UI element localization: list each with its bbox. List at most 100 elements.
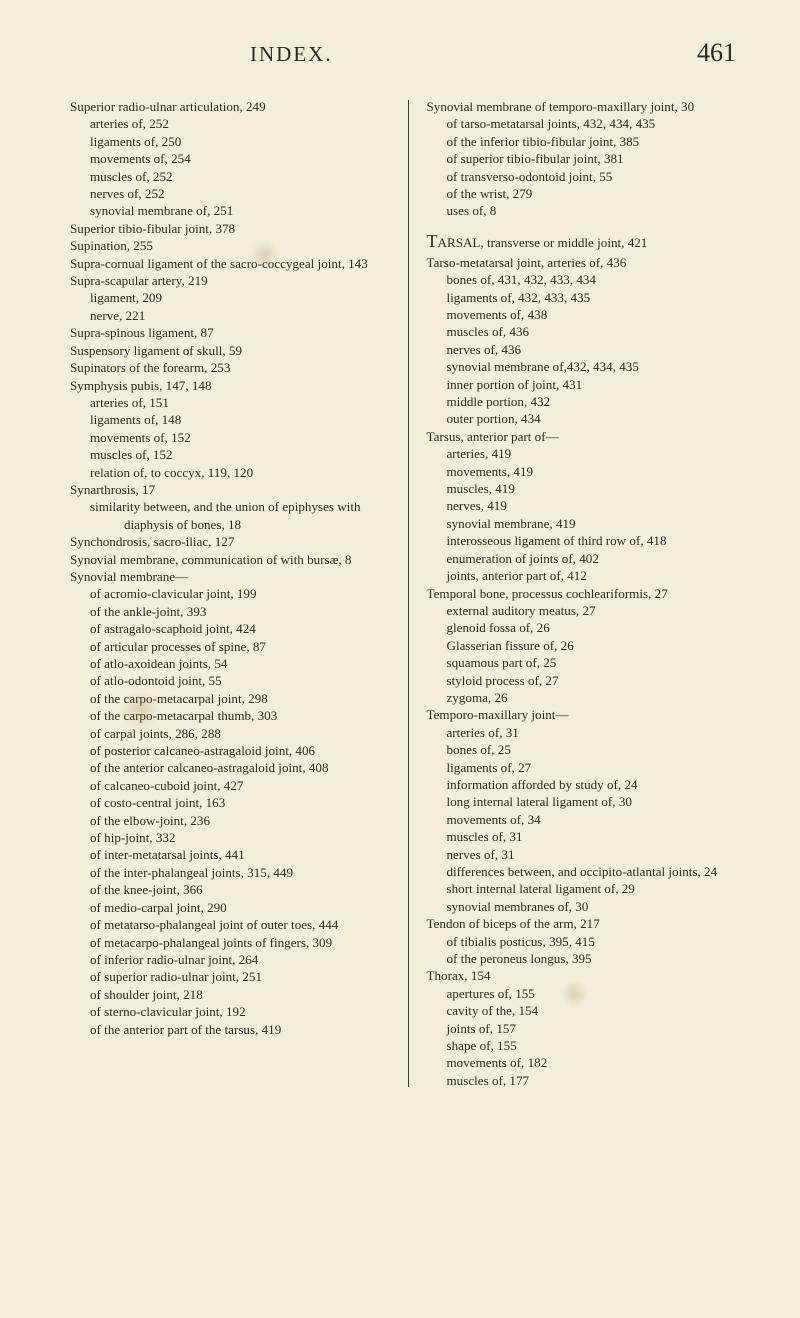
index-subentry: inner portion of joint, 431 [427,376,747,393]
index-entry: Superior tibio-fibular joint, 378 [70,220,390,237]
index-entry: Synovial membrane of temporo-maxillary j… [427,98,747,115]
index-subentry: muscles of, 177 [427,1072,747,1089]
index-subentry: bones of, 25 [427,741,747,758]
index-subentry: outer portion, 434 [427,410,747,427]
spacer [427,220,747,230]
index-subentry: long internal lateral ligament of, 30 [427,793,747,810]
index-subentry: Glasserian fissure of, 26 [427,637,747,654]
index-subentry: synovial membrane of, 251 [70,202,390,219]
index-subentry: of astragalo-scaphoid joint, 424 [70,620,390,637]
index-entry: Synarthrosis, 17 [70,481,390,498]
running-header: INDEX. 461 [70,38,746,68]
index-subentry: of the anterior calcaneo-astragaloid joi… [70,759,390,776]
index-subentry: of the wrist, 279 [427,185,747,202]
index-subentry: ligament, 209 [70,289,390,306]
index-subentry: muscles of, 152 [70,446,390,463]
index-entry: Superior radio-ulnar articulation, 249 [70,98,390,115]
index-entry: Synovial membrane, communication of with… [70,551,390,568]
drop-initial: T [427,231,438,251]
index-subentry: synovial membrane, 419 [427,515,747,532]
index-subentry: bones of, 431, 432, 433, 434 [427,271,747,288]
index-subentry: joints, anterior part of, 412 [427,567,747,584]
right-column: Synovial membrane of temporo-maxillary j… [427,98,747,1089]
index-subentry: of sterno-clavicular joint, 192 [70,1003,390,1020]
index-entry: Tendon of biceps of the arm, 217 [427,915,747,932]
index-subentry: squamous part of, 25 [427,654,747,671]
index-subentry: relation of, to coccyx, 119, 120 [70,464,390,481]
index-subentry: movements of, 438 [427,306,747,323]
index-subentry: similarity between, and the union of epi… [70,498,390,533]
index-subentry: of the inter-phalangeal joints, 315, 449 [70,864,390,881]
index-subentry: nerves, 419 [427,497,747,514]
index-subentry: nerves of, 252 [70,185,390,202]
index-subentry: joints of, 157 [427,1020,747,1037]
index-subentry: movements, 419 [427,463,747,480]
index-subentry: of atlo-axoidean joints, 54 [70,655,390,672]
index-subentry: of acromio-clavicular joint, 199 [70,585,390,602]
index-subentry: of costo-central joint, 163 [70,794,390,811]
index-subentry: styloid process of, 27 [427,672,747,689]
index-entry: Supination, 255 [70,237,390,254]
index-entry: Supra-cornual ligament of the sacro-cocc… [70,255,390,272]
index-subentry: arteries of, 31 [427,724,747,741]
index-subentry: nerve, 221 [70,307,390,324]
index-subentry: of the anterior part of the tarsus, 419 [70,1021,390,1038]
index-subentry: enumeration of joints of, 402 [427,550,747,567]
index-subentry: arteries of, 252 [70,115,390,132]
index-subentry: of tarso-metatarsal joints, 432, 434, 43… [427,115,747,132]
index-subentry: nerves of, 436 [427,341,747,358]
index-entry: Tarso-metatarsal joint, arteries of, 436 [427,254,747,271]
page-number: 461 [697,38,736,68]
index-subentry: of superior tibio-fibular joint, 381 [427,150,747,167]
index-subentry: ligaments of, 148 [70,411,390,428]
index-subentry: of transverso-odontoid joint, 55 [427,168,747,185]
index-entry: Tarsus, anterior part of— [427,428,747,445]
index-columns: Superior radio-ulnar articulation, 249ar… [70,98,746,1089]
index-subentry: of metatarso-phalangeal joint of outer t… [70,916,390,933]
index-entry: Supra-spinous ligament, 87 [70,324,390,341]
index-entry: Temporal bone, processus cochleariformis… [427,585,747,602]
index-subentry: ligaments of, 27 [427,759,747,776]
index-subentry: of inferior radio-ulnar joint, 264 [70,951,390,968]
index-subentry: glenoid fossa of, 26 [427,619,747,636]
index-subentry: movements of, 254 [70,150,390,167]
index-subentry: uses of, 8 [427,202,747,219]
index-subentry: interosseous ligament of third row of, 4… [427,532,747,549]
index-entry: Symphysis pubis, 147, 148 [70,377,390,394]
index-subentry: nerves of, 31 [427,846,747,863]
index-subentry: zygoma, 26 [427,689,747,706]
index-subentry: of the knee-joint, 366 [70,881,390,898]
index-subentry: muscles, 419 [427,480,747,497]
index-subentry: of posterior calcaneo-astragaloid joint,… [70,742,390,759]
index-subentry: external auditory meatus, 27 [427,602,747,619]
index-subentry: of medio-carpal joint, 290 [70,899,390,916]
index-subentry: ligaments of, 250 [70,133,390,150]
index-entry: Temporo-maxillary joint— [427,706,747,723]
index-subentry: information afforded by study of, 24 [427,776,747,793]
index-subentry: of the ankle-joint, 393 [70,603,390,620]
index-subentry: of the peroneus longus, 395 [427,950,747,967]
left-column: Superior radio-ulnar articulation, 249ar… [70,98,390,1089]
index-subentry: differences between, and occipito-atlant… [427,863,747,880]
index-subentry: muscles of, 436 [427,323,747,340]
index-subentry: of carpal joints, 286, 288 [70,725,390,742]
index-entry: Thorax, 154 [427,967,747,984]
index-subentry: synovial membranes of, 30 [427,898,747,915]
index-subentry: of articular processes of spine, 87 [70,638,390,655]
index-subentry: muscles of, 31 [427,828,747,845]
index-entry: TARSAL, transverse or middle joint, 421 [427,230,747,254]
index-entry: Synovial membrane— [70,568,390,585]
index-subentry: cavity of the, 154 [427,1002,747,1019]
index-subentry: movements of, 152 [70,429,390,446]
index-subentry: of inter-metatarsal joints, 441 [70,846,390,863]
index-entry: Suspensory ligament of skull, 59 [70,342,390,359]
index-subentry: of atlo-odontoid joint, 55 [70,672,390,689]
header-title: INDEX. [250,42,333,67]
index-subentry: ligaments of, 432, 433, 435 [427,289,747,306]
index-entry: Supinators of the forearm, 253 [70,359,390,376]
index-subentry: middle portion, 432 [427,393,747,410]
page: INDEX. 461 Superior radio-ulnar articula… [0,0,800,1318]
index-subentry: arteries, 419 [427,445,747,462]
index-subentry: of the elbow-joint, 236 [70,812,390,829]
index-subentry: movements of, 34 [427,811,747,828]
